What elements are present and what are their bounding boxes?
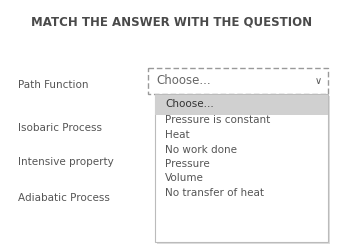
Text: Intensive property: Intensive property xyxy=(18,157,114,167)
Text: ∨: ∨ xyxy=(315,76,322,86)
Bar xyxy=(157,96,330,244)
Text: Choose...: Choose... xyxy=(156,74,211,88)
Text: Adiabatic Process: Adiabatic Process xyxy=(18,193,110,203)
Text: Pressure is constant: Pressure is constant xyxy=(165,115,270,125)
Bar xyxy=(148,68,328,94)
Text: Pressure: Pressure xyxy=(165,159,210,169)
Bar xyxy=(155,95,328,115)
Text: Choose...: Choose... xyxy=(165,99,214,109)
Bar xyxy=(155,94,328,242)
Text: No work done: No work done xyxy=(165,145,237,155)
Text: Path Function: Path Function xyxy=(18,80,88,90)
Text: Volume: Volume xyxy=(165,173,204,183)
Text: No transfer of heat: No transfer of heat xyxy=(165,188,264,198)
Text: MATCH THE ANSWER WITH THE QUESTION: MATCH THE ANSWER WITH THE QUESTION xyxy=(31,16,312,28)
Text: Heat: Heat xyxy=(165,130,190,140)
Text: Isobaric Process: Isobaric Process xyxy=(18,123,102,133)
